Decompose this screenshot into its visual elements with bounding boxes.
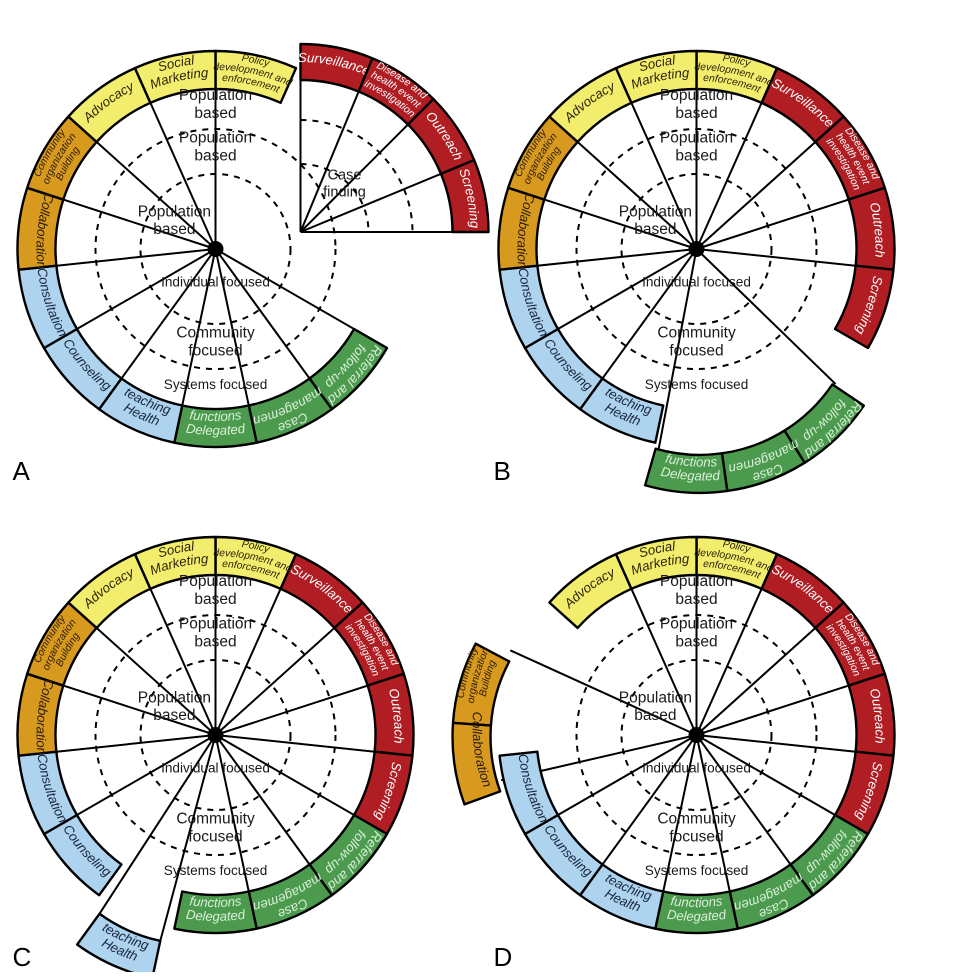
svg-text:B: B — [494, 456, 511, 486]
svg-text:Systems focused: Systems focused — [164, 863, 268, 878]
svg-text:D: D — [494, 942, 513, 972]
svg-text:Individual focused: Individual focused — [161, 275, 270, 290]
svg-text:Individual focused: Individual focused — [642, 275, 751, 290]
svg-text:C: C — [13, 942, 32, 972]
svg-text:Systems focused: Systems focused — [645, 863, 749, 878]
svg-text:Individual focused: Individual focused — [161, 761, 270, 776]
svg-text:A: A — [13, 456, 31, 486]
svg-text:functions: functions — [189, 893, 243, 910]
svg-text:Individual focused: Individual focused — [642, 761, 751, 776]
svg-text:functions: functions — [670, 893, 724, 910]
svg-text:Systems focused: Systems focused — [164, 377, 268, 392]
svg-text:Systems focused: Systems focused — [645, 377, 749, 392]
svg-text:functions: functions — [189, 407, 243, 424]
